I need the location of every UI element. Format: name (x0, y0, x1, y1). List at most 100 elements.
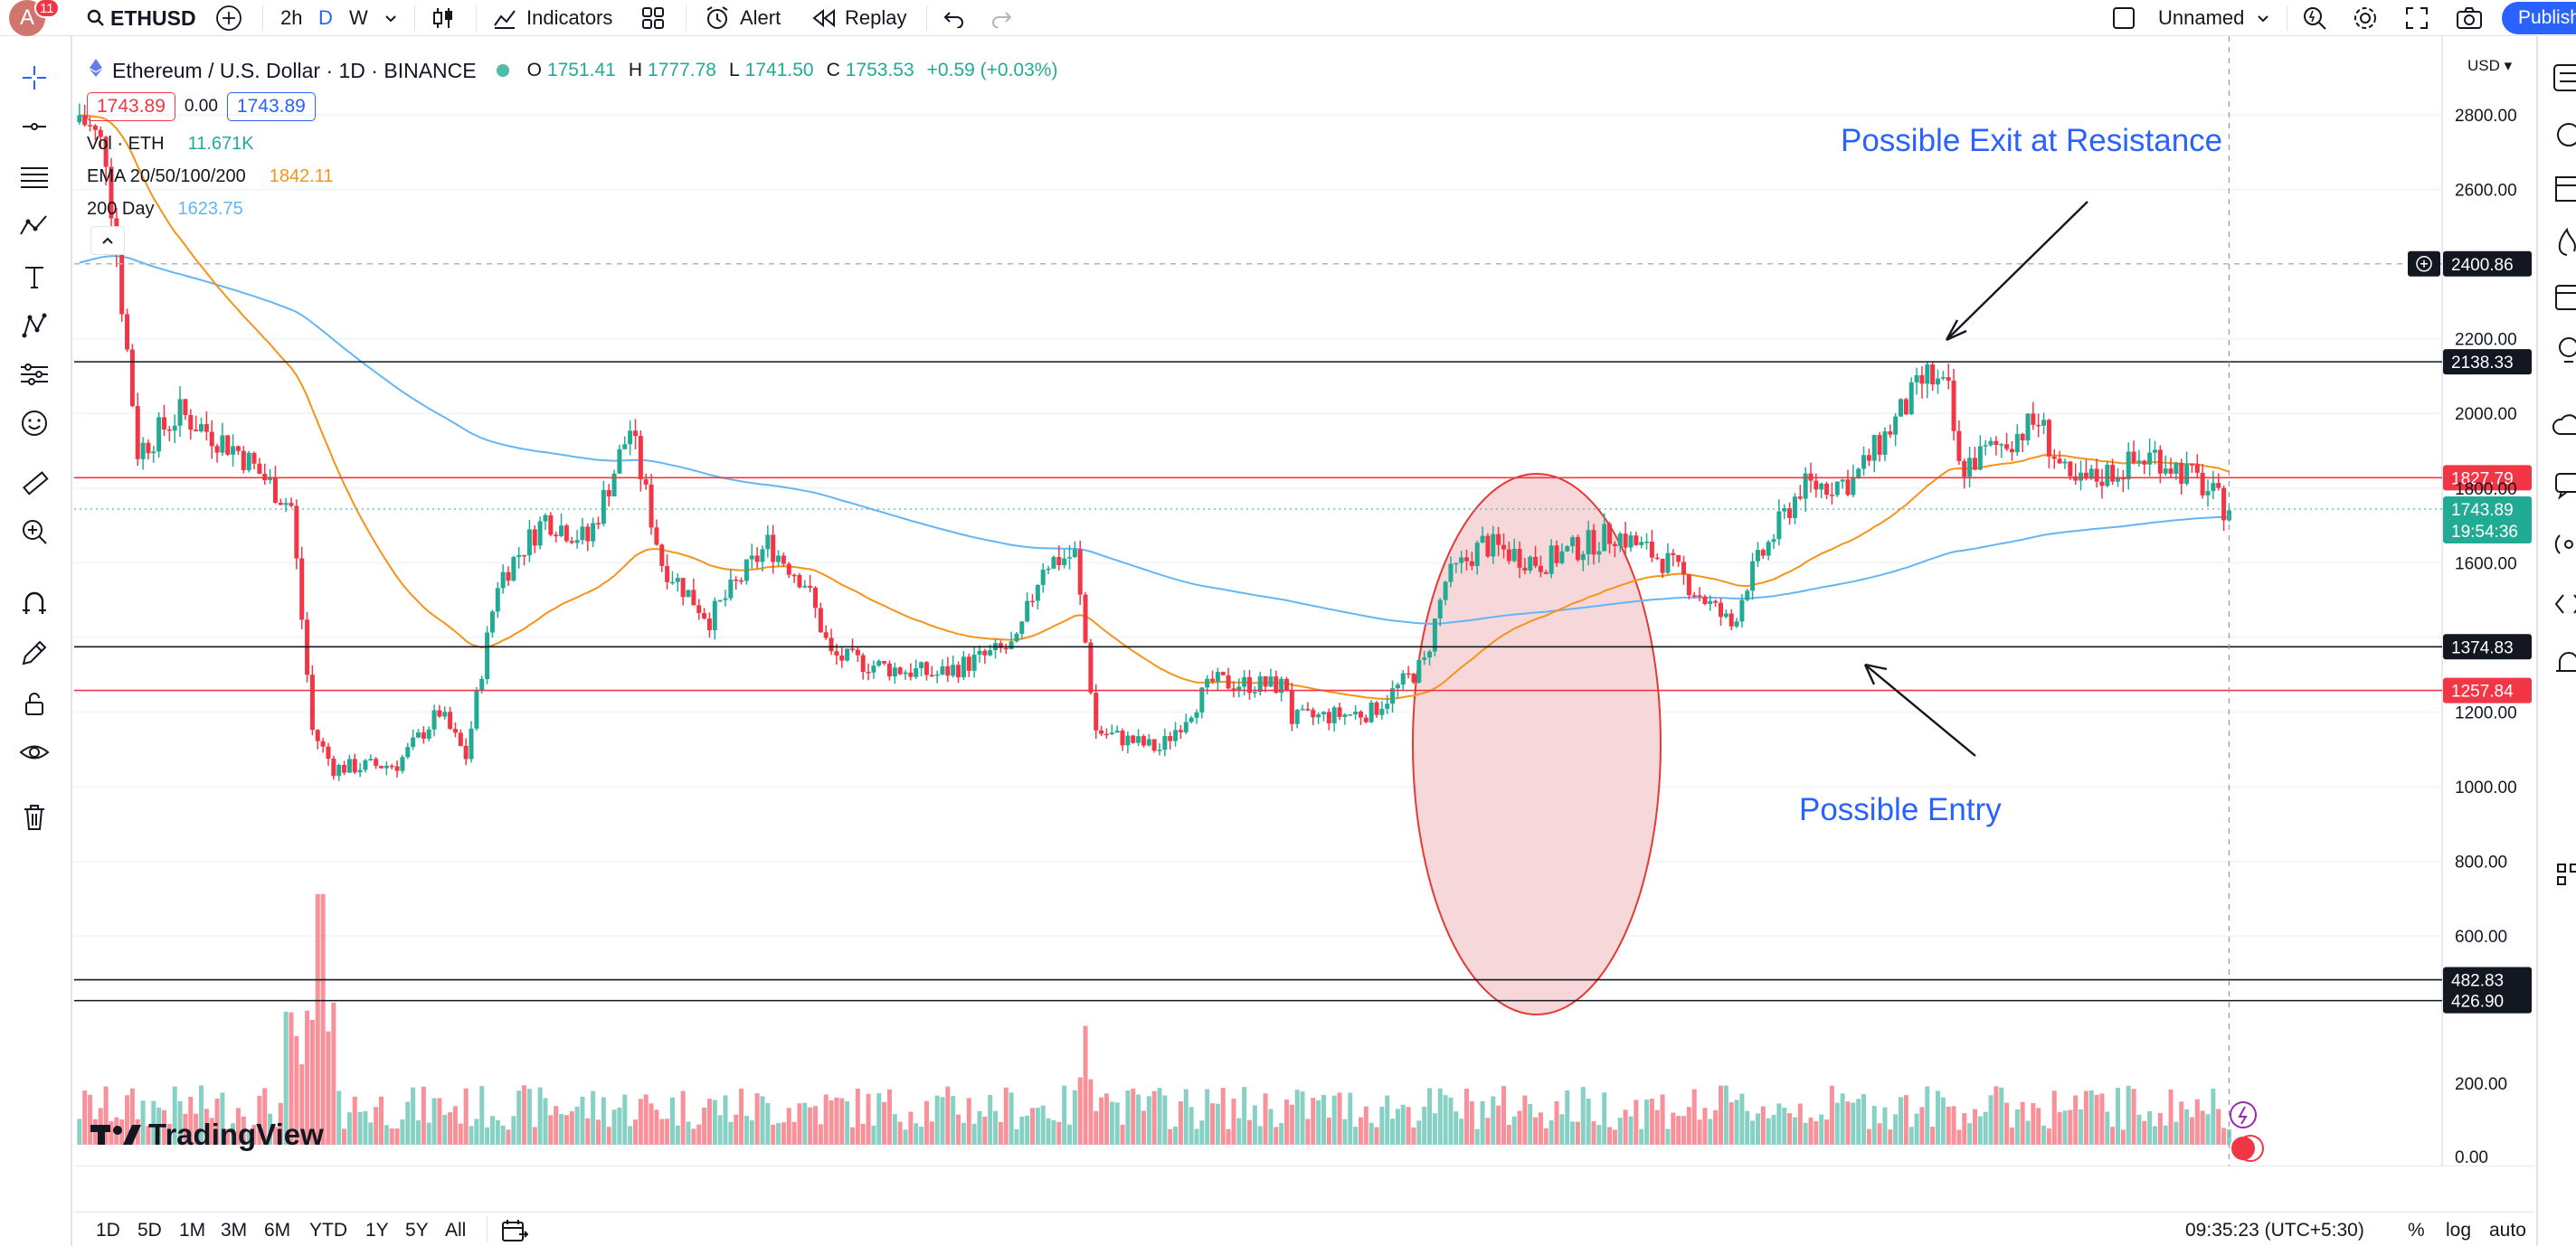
sell-button[interactable]: 1743.89 (87, 92, 175, 121)
candle[interactable] (2094, 458, 2099, 488)
clock[interactable]: 09:35:23 (UTC+5:30) (2185, 1220, 2364, 1241)
candle[interactable] (1131, 734, 1136, 744)
candle[interactable] (1935, 369, 1940, 394)
candle[interactable] (262, 463, 268, 486)
range-ytd[interactable]: YTD (309, 1220, 347, 1241)
candle[interactable] (394, 760, 400, 778)
candle[interactable] (1300, 704, 1305, 711)
candle[interactable] (2131, 440, 2136, 465)
candle[interactable] (1819, 482, 1824, 498)
pattern-tool[interactable] (16, 208, 52, 244)
icon-tool[interactable] (16, 405, 52, 441)
measure-tool[interactable] (16, 465, 52, 501)
candle[interactable] (1602, 513, 1607, 552)
candle[interactable] (839, 647, 845, 668)
candle[interactable] (1586, 520, 1591, 566)
candle[interactable] (1268, 668, 1274, 688)
candle[interactable] (1337, 702, 1342, 721)
candle[interactable] (1760, 548, 1766, 560)
candle[interactable] (1321, 711, 1326, 722)
candle[interactable] (1956, 420, 1962, 466)
candle[interactable] (1623, 522, 1628, 557)
candle[interactable] (601, 480, 606, 527)
candle[interactable] (1697, 587, 1702, 601)
candle[interactable] (183, 398, 188, 420)
candle[interactable] (611, 469, 617, 497)
exit-annotation[interactable]: Possible Exit at Resistance (1841, 123, 2223, 158)
candle[interactable] (1946, 363, 1951, 390)
candle[interactable] (1543, 570, 1548, 575)
candle[interactable] (1390, 680, 1396, 713)
candle[interactable] (1066, 545, 1072, 570)
candle[interactable] (966, 653, 971, 677)
candle[interactable] (331, 755, 336, 780)
candle[interactable] (1374, 701, 1379, 718)
candle[interactable] (2046, 419, 2051, 468)
candle[interactable] (357, 762, 363, 778)
candle[interactable] (82, 104, 88, 127)
lock-drawings-tool[interactable] (16, 685, 52, 722)
candle[interactable] (886, 660, 892, 681)
candle[interactable] (1491, 525, 1496, 564)
candle[interactable] (1326, 708, 1331, 731)
pine-editor-button[interactable] (2551, 588, 2576, 620)
candle[interactable] (172, 414, 177, 444)
candle[interactable] (1051, 555, 1056, 570)
candle[interactable] (2041, 412, 2047, 435)
candle[interactable] (1644, 533, 1650, 550)
candle[interactable] (961, 650, 966, 681)
candle[interactable] (166, 426, 172, 442)
candle[interactable] (1199, 686, 1205, 719)
candle[interactable] (1443, 581, 1448, 606)
last-price-badge[interactable] (2443, 496, 2532, 543)
candle[interactable] (982, 648, 988, 665)
fullscreen-button[interactable] (2404, 0, 2429, 36)
candle[interactable] (1210, 670, 1216, 684)
candle[interactable] (1951, 368, 1956, 441)
price-chart[interactable]: 2400.86 2138.33 1827.79 1374.83 1257.84 482.8… (74, 36, 2534, 1166)
candle[interactable] (1348, 713, 1353, 716)
candle[interactable] (1834, 481, 1840, 497)
snapshot-button[interactable] (2455, 0, 2484, 36)
candle[interactable] (1612, 541, 1617, 558)
candle[interactable] (2189, 463, 2194, 473)
candle[interactable] (971, 647, 977, 678)
candle[interactable] (1967, 447, 1973, 487)
candle[interactable] (1617, 532, 1623, 552)
candle[interactable] (2200, 463, 2205, 499)
candle[interactable] (1464, 549, 1470, 571)
candle[interactable] (643, 473, 649, 490)
candle[interactable] (977, 646, 982, 663)
candle[interactable] (1565, 544, 1570, 552)
candle[interactable] (415, 729, 421, 739)
candle[interactable] (908, 663, 914, 681)
candle[interactable] (320, 738, 326, 753)
candle[interactable] (2152, 440, 2157, 465)
candle[interactable] (1459, 551, 1464, 574)
projection-tool[interactable] (16, 307, 52, 344)
candle[interactable] (1962, 458, 1967, 489)
candle[interactable] (1797, 485, 1803, 501)
candle[interactable] (1040, 562, 1046, 593)
candle[interactable] (1168, 732, 1173, 750)
candle[interactable] (765, 525, 771, 558)
publish-button[interactable]: Publish (2502, 2, 2576, 34)
candle[interactable] (1840, 478, 1845, 489)
candle[interactable] (135, 392, 140, 467)
entry-arrow[interactable] (1864, 664, 1976, 757)
candle[interactable] (818, 602, 823, 634)
candle[interactable] (198, 417, 204, 433)
candle[interactable] (1671, 549, 1676, 567)
candle[interactable] (574, 530, 580, 549)
candle[interactable] (1559, 543, 1565, 565)
candle[interactable] (1988, 437, 1994, 448)
candle[interactable] (109, 157, 114, 237)
candle[interactable] (129, 344, 135, 408)
hide-drawings-tool[interactable] (16, 734, 52, 770)
candle[interactable] (1469, 552, 1474, 571)
candle[interactable] (1591, 524, 1596, 565)
candle[interactable] (903, 669, 908, 680)
remove-drawings-tool[interactable] (16, 799, 52, 835)
candle[interactable] (177, 385, 183, 438)
settings-button[interactable] (2352, 0, 2379, 36)
